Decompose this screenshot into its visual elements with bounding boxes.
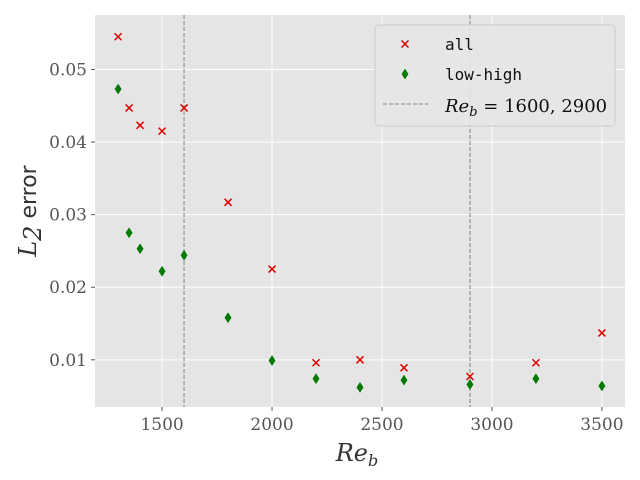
legend-label-low-high: low-high xyxy=(445,65,522,84)
data-point-all xyxy=(597,328,606,337)
data-point-all xyxy=(136,121,145,130)
x-tick-label: 2500 xyxy=(360,415,403,435)
data-point-all xyxy=(125,103,134,112)
data-point-low-high xyxy=(114,83,122,95)
x-tick-label: 3500 xyxy=(580,415,623,435)
x-tick-label: 1500 xyxy=(140,415,183,435)
x-tick-label: 2000 xyxy=(250,415,293,435)
x-tick-labels: 1500 2000 2500 3000 3500 xyxy=(140,407,624,435)
x-tick-label: 3000 xyxy=(470,415,513,435)
data-point-low-high xyxy=(598,380,606,392)
data-point-low-high xyxy=(400,374,408,386)
y-axis-label: L2 error xyxy=(14,164,47,257)
data-point-low-high xyxy=(312,373,320,385)
legend: all low-high Reb = 1600, 2900 xyxy=(374,24,616,127)
legend-label-vlines: Reb = 1600, 2900 xyxy=(444,96,607,120)
legend-marker-low-high xyxy=(401,68,409,80)
data-point-all xyxy=(399,363,409,372)
x-axis-label: Reb xyxy=(335,439,379,470)
data-point-all xyxy=(114,32,123,41)
data-point-low-high xyxy=(356,381,364,393)
data-point-low-high xyxy=(466,379,474,390)
series-low-high xyxy=(114,83,606,393)
y-tick-labels: 0.01 0.02 0.03 0.04 0.05 xyxy=(49,60,95,371)
data-point-low-high xyxy=(532,373,540,385)
legend-marker-all xyxy=(400,39,410,49)
data-point-low-high xyxy=(136,243,144,255)
data-point-all xyxy=(355,355,365,364)
data-point-all xyxy=(180,103,189,112)
reference-lines xyxy=(183,15,471,407)
data-point-low-high xyxy=(158,265,166,277)
data-point-all xyxy=(465,372,474,381)
y-tick-label: 0.04 xyxy=(49,133,87,153)
legend-label-all: all xyxy=(445,35,474,54)
series-all xyxy=(114,32,606,381)
data-point-all xyxy=(531,358,540,367)
data-point-low-high xyxy=(180,249,188,261)
y-tick-label: 0.01 xyxy=(49,351,87,371)
data-point-all xyxy=(268,265,277,274)
data-point-low-high xyxy=(268,355,276,367)
data-point-low-high xyxy=(224,312,232,324)
data-point-all xyxy=(224,198,233,207)
data-series xyxy=(114,32,606,393)
legend-box xyxy=(374,24,616,127)
y-tick-label: 0.05 xyxy=(49,60,87,80)
data-point-all xyxy=(311,358,321,367)
y-tick-label: 0.03 xyxy=(49,206,87,226)
y-tick-label: 0.02 xyxy=(49,278,87,298)
data-point-all xyxy=(158,127,167,136)
data-point-low-high xyxy=(125,227,133,239)
